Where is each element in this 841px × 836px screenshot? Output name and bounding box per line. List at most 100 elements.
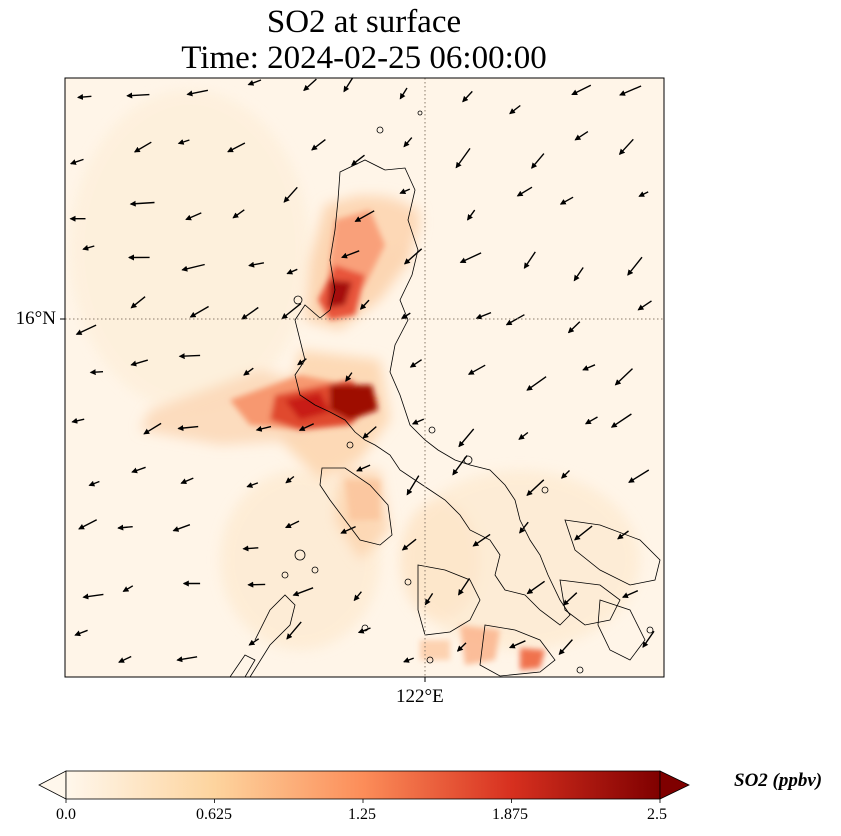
map-title: SO2 at surface Time: 2024-02-25 06:00:00 <box>64 4 664 76</box>
wind-arrow <box>185 212 202 221</box>
wind-arrow <box>186 89 209 97</box>
wind-arrow <box>117 524 133 531</box>
title-line-2: Time: 2024-02-25 06:00:00 <box>181 40 547 76</box>
wind-arrow <box>642 630 655 648</box>
wind-arrow <box>403 248 423 265</box>
wind-arrow <box>523 251 536 269</box>
wind-arrow <box>574 131 589 141</box>
wind-arrow <box>637 300 652 311</box>
wind-arrow <box>610 413 632 428</box>
wind-arrow <box>303 78 317 92</box>
colorbar <box>38 770 690 803</box>
wind-arrow <box>126 92 150 99</box>
lat-tick-label: 16°N <box>15 308 56 329</box>
wind-arrow <box>69 158 84 165</box>
wind-arrow <box>74 629 88 637</box>
wind-arrow <box>573 267 584 282</box>
wind-arrow <box>475 311 492 320</box>
wind-arrow <box>341 250 360 259</box>
wind-arrow <box>458 578 471 596</box>
wind-arrow <box>143 422 162 435</box>
title-line-1: SO2 at surface <box>266 4 462 40</box>
wind-arrow <box>509 104 521 115</box>
wind-arrow <box>176 656 198 663</box>
wind-arrow <box>181 263 205 272</box>
wind-arrow <box>227 142 246 153</box>
wind-arrow <box>584 416 598 425</box>
wind-arrow <box>401 538 417 551</box>
wind-arrow <box>122 585 134 593</box>
wind-arrow <box>286 621 302 640</box>
wind-arrow <box>516 186 533 197</box>
wind-vectors <box>69 78 655 663</box>
wind-arrow <box>292 587 314 597</box>
wind-arrow <box>519 521 529 534</box>
wind-arrow <box>617 530 629 540</box>
wind-arrow <box>129 200 155 207</box>
wind-arrow <box>638 191 649 197</box>
wind-arrow <box>242 545 259 552</box>
wind-arrow <box>343 78 354 93</box>
wind-arrow <box>82 244 95 251</box>
wind-arrow <box>283 186 298 203</box>
wind-arrow <box>560 469 570 479</box>
wind-arrow <box>351 154 365 166</box>
wind-arrow <box>357 627 371 634</box>
wind-arrow <box>526 479 545 496</box>
colorbar-body <box>65 770 661 800</box>
wind-arrow <box>409 359 422 368</box>
wind-arrow <box>462 90 473 103</box>
wind-arrow <box>286 268 298 275</box>
coastlines <box>229 110 661 677</box>
map-panel <box>60 77 665 682</box>
wind-arrow <box>582 364 596 371</box>
wind-arrow <box>562 592 578 606</box>
wind-arrow <box>354 210 375 223</box>
wind-arrow <box>281 303 302 320</box>
wind-arrow <box>297 358 307 366</box>
wind-arrow <box>77 94 92 100</box>
colorbar-tick-0: 0.0 <box>56 806 76 823</box>
wind-arrow <box>567 321 581 334</box>
wind-arrow <box>246 482 259 488</box>
wind-arrow <box>403 657 414 663</box>
wind-arrow <box>88 480 100 487</box>
wind-arrow <box>285 520 300 529</box>
map-frame <box>64 77 665 678</box>
wind-arrow <box>472 533 491 547</box>
wind-arrow <box>130 296 146 309</box>
wind-arrow <box>89 369 104 376</box>
wind-arrow <box>172 524 191 532</box>
colorbar-tick-4: 2.5 <box>647 806 667 823</box>
wind-arrow <box>75 324 97 335</box>
wind-arrow <box>353 591 362 602</box>
wind-arrow <box>574 525 593 541</box>
wind-arrow <box>248 638 260 646</box>
wind-arrow <box>559 196 574 205</box>
wind-arrow <box>458 428 475 448</box>
wind-arrow <box>571 84 592 96</box>
wind-arrow <box>180 477 194 485</box>
wind-arrow <box>82 593 104 600</box>
wind-arrow <box>618 138 634 156</box>
wind-arrow <box>518 431 529 440</box>
wind-arrow <box>189 305 209 318</box>
wind-arrow <box>232 209 245 219</box>
colorbar-tick-2: 1.25 <box>348 806 376 823</box>
wind-arrow <box>526 580 546 595</box>
wind-arrow <box>177 139 190 145</box>
wind-arrow <box>424 593 434 606</box>
wind-arrow <box>508 640 526 649</box>
wind-arrow <box>356 464 371 472</box>
wind-arrow <box>505 314 525 326</box>
wind-arrow <box>71 417 85 424</box>
wind-arrow <box>359 299 370 310</box>
wind-arrow <box>403 137 413 148</box>
wind-arrow <box>177 425 199 432</box>
wind-arrow <box>298 423 314 431</box>
wind-arrow <box>131 466 146 474</box>
wind-arrow <box>399 87 408 100</box>
wind-arrow <box>399 188 411 194</box>
wind-arrow <box>285 475 295 484</box>
wind-arrow <box>558 639 573 656</box>
